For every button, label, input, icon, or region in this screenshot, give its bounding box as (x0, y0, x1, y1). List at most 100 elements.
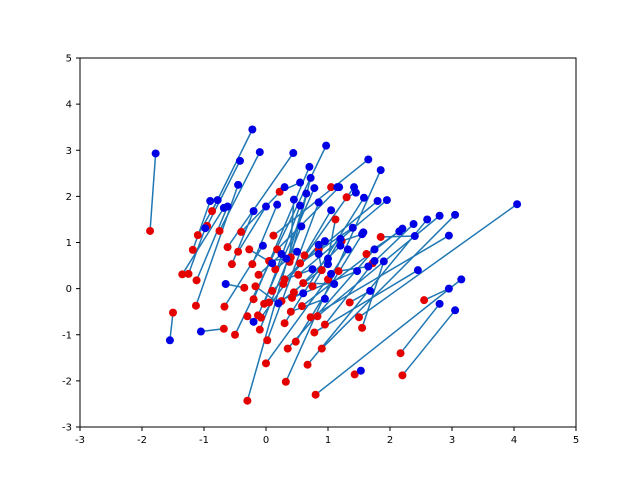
end-point-5 (234, 180, 243, 189)
end-point-50 (444, 231, 453, 240)
connector-line-3 (187, 227, 206, 275)
end-point-18 (221, 280, 230, 289)
connector-line-48 (303, 209, 332, 256)
start-point-28 (262, 359, 270, 368)
end-point-49 (423, 215, 432, 224)
end-point-31 (320, 237, 329, 246)
start-point-66 (355, 313, 363, 322)
start-point-20 (245, 245, 254, 254)
x-tick-label-7: 4 (511, 435, 517, 446)
start-point-45 (294, 270, 303, 279)
start-point-26 (257, 313, 266, 322)
start-point-47 (297, 302, 306, 311)
start-point-25 (255, 325, 264, 334)
x-tick-label-5: 2 (387, 435, 393, 446)
start-point-37 (280, 319, 289, 328)
end-point-70 (410, 232, 419, 241)
end-point-4 (206, 196, 215, 205)
end-point-0 (151, 149, 160, 158)
end-point-32 (364, 155, 373, 164)
end-point-65 (356, 366, 365, 375)
start-point-63 (342, 193, 351, 202)
start-point-3 (184, 269, 193, 278)
start-point-60 (331, 215, 340, 224)
connector-line-32 (272, 158, 369, 237)
start-point-11 (219, 324, 228, 333)
end-point-75 (308, 265, 317, 274)
start-point-43 (289, 288, 298, 297)
connector-line-73 (423, 287, 450, 301)
end-point-76 (277, 250, 286, 259)
connector-line-61 (338, 265, 369, 272)
end-point-10 (255, 148, 264, 157)
end-point-7 (213, 196, 222, 205)
end-point-48 (327, 206, 336, 215)
end-point-42 (353, 267, 362, 276)
end-point-73 (444, 284, 453, 293)
end-point-34 (296, 178, 305, 187)
y-tick-label-6: 3 (66, 146, 72, 157)
x-tick-label-1: -2 (137, 435, 147, 446)
start-point-32 (269, 231, 278, 240)
start-point-31 (268, 286, 277, 295)
end-point-28 (327, 269, 336, 278)
connector-line-67 (361, 261, 385, 329)
start-point-14 (227, 260, 236, 269)
start-point-0 (146, 226, 155, 235)
connector-line-77 (303, 282, 335, 285)
end-point-46 (348, 223, 357, 232)
connector-line-14 (231, 210, 255, 265)
end-point-15 (322, 141, 331, 150)
end-point-23 (274, 299, 283, 308)
end-point-52 (413, 266, 422, 275)
end-point-8 (235, 156, 244, 165)
y-tick-label-5: 2 (66, 192, 72, 203)
connector-line-37 (283, 197, 365, 324)
connector-line-69 (372, 223, 415, 264)
end-point-29 (314, 198, 323, 207)
start-point-48 (300, 251, 309, 260)
end-point-24 (310, 184, 319, 193)
end-point-38 (376, 166, 385, 175)
end-point-9 (248, 125, 257, 134)
x-tick-label-3: 0 (263, 435, 269, 446)
y-tick-label-8: 5 (66, 54, 72, 65)
end-point-54 (435, 211, 444, 220)
connector-line-22 (252, 166, 311, 300)
connector-line-21 (251, 204, 278, 265)
end-point-13 (289, 149, 298, 158)
x-axis: -3 -2 -1 0 1 2 3 4 5 (75, 427, 579, 446)
end-point-1 (165, 336, 174, 345)
end-point-51 (336, 234, 345, 243)
start-point-29 (263, 336, 272, 345)
start-point-73 (420, 296, 429, 305)
end-point-25 (297, 222, 306, 231)
start-point-71 (396, 349, 405, 358)
connector-line-33 (276, 186, 340, 250)
start-point-51 (308, 282, 317, 291)
start-point-49 (303, 360, 312, 369)
start-point-80 (317, 266, 326, 275)
end-point-17 (280, 183, 289, 192)
end-point-21 (273, 200, 282, 209)
start-point-72 (398, 371, 407, 380)
end-point-59 (333, 183, 342, 192)
end-point-22 (305, 162, 314, 171)
start-point-9 (208, 207, 217, 216)
start-point-56 (317, 344, 326, 353)
end-point-20 (268, 259, 277, 268)
end-point-58 (343, 245, 352, 254)
start-point-39 (283, 344, 292, 353)
start-point-15 (231, 330, 239, 339)
y-tick-label-4: 1 (66, 238, 72, 249)
end-point-56 (451, 210, 460, 219)
end-point-60 (324, 254, 332, 263)
connector-line-1 (169, 312, 174, 341)
end-point-6 (223, 202, 232, 211)
end-point-77 (330, 280, 339, 289)
start-point-53 (311, 390, 320, 399)
start-point-46 (296, 259, 305, 268)
end-point-74 (299, 289, 308, 298)
connector-line-46 (299, 227, 354, 264)
